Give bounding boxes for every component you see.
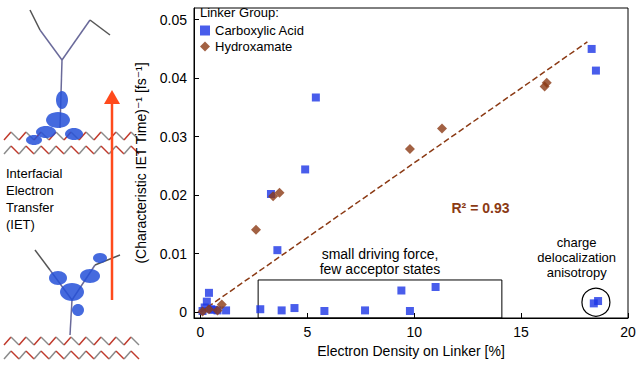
svg-text:15: 15	[513, 324, 529, 340]
svg-text:Linker Group:: Linker Group:	[200, 5, 279, 20]
svg-text:0.05: 0.05	[160, 12, 187, 28]
svg-text:0.03: 0.03	[160, 129, 187, 145]
svg-text:0.01: 0.01	[160, 246, 187, 262]
svg-text:10: 10	[406, 324, 422, 340]
svg-text:Interfacial: Interfacial	[6, 166, 62, 181]
svg-text:20: 20	[620, 324, 636, 340]
svg-text:Hydroxamate: Hydroxamate	[215, 39, 292, 54]
svg-text:small driving force,: small driving force,	[322, 246, 439, 262]
svg-text:charge: charge	[557, 235, 597, 250]
svg-text:0: 0	[197, 324, 205, 340]
svg-text:R² = 0.93: R² = 0.93	[451, 200, 509, 216]
svg-text:Electron Density on Linker [%]: Electron Density on Linker [%]	[317, 343, 505, 359]
svg-text:few acceptor states: few acceptor states	[320, 261, 441, 277]
svg-text:Electron: Electron	[6, 183, 54, 198]
svg-text:0: 0	[179, 304, 187, 320]
svg-text:Carboxylic Acid: Carboxylic Acid	[215, 23, 304, 38]
svg-text:delocalization: delocalization	[537, 250, 616, 265]
svg-text:Transfer: Transfer	[6, 200, 55, 215]
svg-text:anisotropy: anisotropy	[547, 265, 607, 280]
svg-text:5: 5	[303, 324, 311, 340]
svg-text:0.02: 0.02	[160, 187, 187, 203]
svg-text:(IET): (IET)	[6, 217, 35, 232]
svg-text:(Characteristic IET Time)⁻¹ [f: (Characteristic IET Time)⁻¹ [fs⁻¹]	[133, 62, 149, 263]
svg-text:0.04: 0.04	[160, 70, 187, 86]
